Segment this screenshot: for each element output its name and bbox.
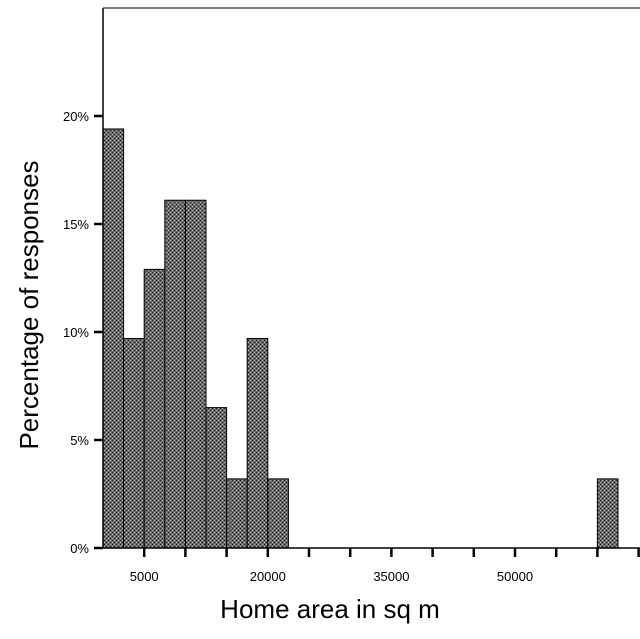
histogram-bar-2	[143, 268, 166, 549]
x-tick-label: 35000	[373, 569, 409, 584]
y-tick-label: 15%	[63, 217, 89, 232]
x-ticks-layer: 5000 20000 35000 50000	[130, 548, 640, 584]
y-tick-label: 10%	[63, 325, 89, 340]
y-axis-title: Percentage of responses	[14, 160, 44, 449]
x-tick-label: 20000	[250, 569, 286, 584]
x-tick-label: 5000	[130, 569, 159, 584]
y-ticks-layer: 0% 5% 10% 15% 20%	[63, 109, 103, 556]
histogram-bar-3	[164, 199, 186, 549]
histogram-bar-4	[184, 199, 207, 549]
x-axis-title: Home area in sq m	[220, 594, 440, 624]
y-tick-label: 5%	[70, 433, 89, 448]
y-tick-label: 20%	[63, 109, 89, 124]
histogram-bar-5	[205, 407, 228, 549]
histogram-bar-1	[123, 337, 145, 549]
bars-layer	[102, 128, 619, 549]
x-tick-label: 50000	[497, 569, 533, 584]
histogram-bar-0	[102, 128, 125, 549]
histogram-bar-8	[267, 478, 289, 549]
histogram-bar-9	[596, 478, 619, 549]
y-tick-label: 0%	[70, 541, 89, 556]
histogram-bar-7	[246, 337, 269, 549]
histogram-bar-6	[226, 478, 248, 549]
